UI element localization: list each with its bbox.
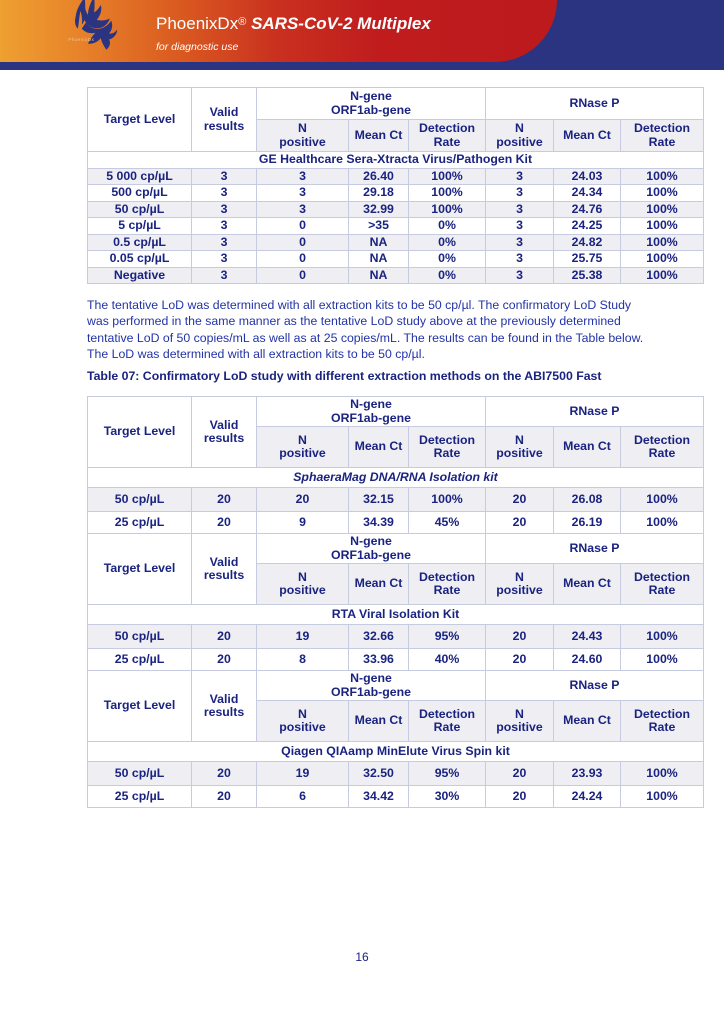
- svg-text:PhoenixDx: PhoenixDx: [68, 37, 94, 43]
